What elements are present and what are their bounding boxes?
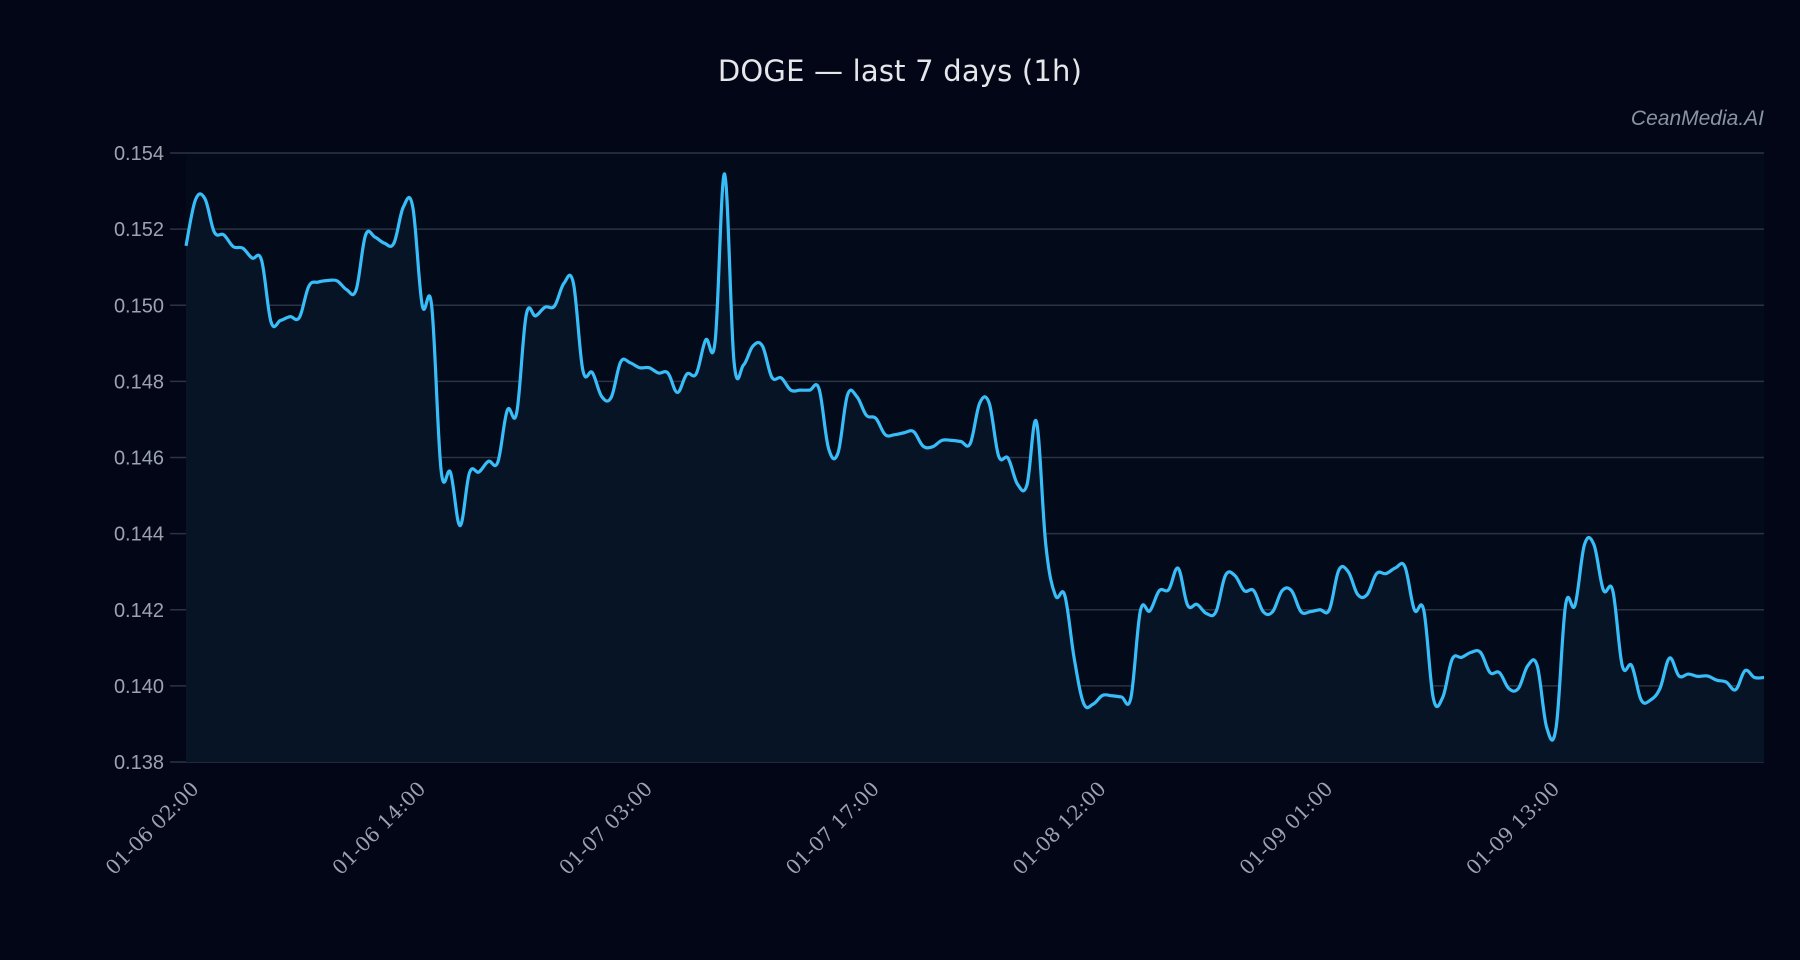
x-axis: 01-06 02:00 01-06 14:00 01-07 03:00 01-07 1… bbox=[101, 777, 1565, 880]
x-tick-label: 01-06 02:00 bbox=[101, 777, 204, 880]
price-line bbox=[184, 172, 1765, 742]
chart-title: DOGE — last 7 days (1h) bbox=[717, 54, 1083, 88]
y-axis: 0.138 0.140 0.142 0.144 0.146 0.148 0.150 0.152… bbox=[114, 143, 164, 774]
x-tick-label: 01-07 03:00 bbox=[554, 777, 657, 880]
y-tick-label: 0.148 bbox=[114, 371, 164, 393]
y-tick-label: 0.142 bbox=[114, 600, 164, 622]
y-tick-label: 0.152 bbox=[114, 219, 164, 241]
x-tick-label: 01-06 14:00 bbox=[327, 777, 430, 880]
y-tick-label: 0.150 bbox=[114, 295, 164, 317]
y-tick-label: 0.144 bbox=[114, 524, 164, 546]
y-tick-label: 0.140 bbox=[114, 676, 164, 698]
x-tick-label: 01-07 17:00 bbox=[781, 777, 884, 880]
watermark: CeanMedia.AI bbox=[1630, 107, 1764, 130]
x-tick-label: 01-09 01:00 bbox=[1234, 777, 1337, 880]
x-tick-label: 01-08 12:00 bbox=[1008, 777, 1111, 880]
price-area-fill bbox=[186, 173, 1764, 763]
x-tick-label: 01-09 13:00 bbox=[1461, 777, 1564, 880]
y-tick-label: 0.146 bbox=[114, 448, 164, 470]
y-tick-label: 0.154 bbox=[114, 143, 164, 165]
y-tick-label: 0.138 bbox=[114, 752, 164, 774]
